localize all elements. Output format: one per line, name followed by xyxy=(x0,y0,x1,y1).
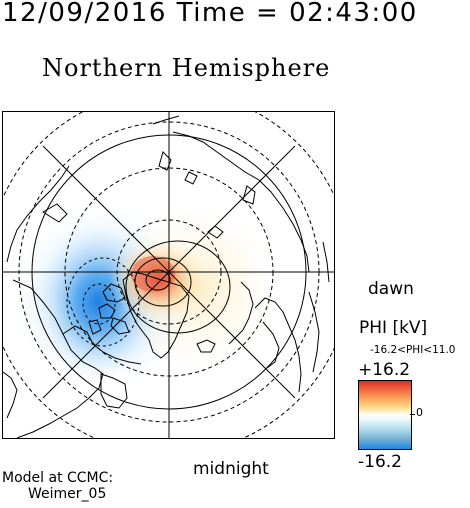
colorbar-max-label: +16.2 xyxy=(358,360,411,380)
polar-map-canvas xyxy=(3,112,334,438)
midnight-label: midnight xyxy=(193,459,269,479)
contours-positive xyxy=(125,240,231,334)
colorbar-range-text: -16.2<PHI<11.0 xyxy=(370,344,456,356)
colorbar-min-label: -16.2 xyxy=(358,452,402,472)
polar-map-plot xyxy=(2,111,335,439)
model-name: Weimer_05 xyxy=(28,486,107,502)
colorbar-title: PHI [kV] xyxy=(359,318,428,338)
contours-negative xyxy=(66,257,140,347)
hemisphere-title: Northern Hemisphere xyxy=(42,54,331,82)
datetime-title: 12/09/2016 Time = 02:43:00 xyxy=(2,0,418,28)
colorbar-zero-label: 0 xyxy=(416,406,423,419)
model-label: Model at CCMC: xyxy=(2,470,114,486)
dawn-label: dawn xyxy=(368,279,414,299)
meridian-line-diagonal-b xyxy=(42,145,296,399)
coastlines xyxy=(3,115,330,438)
colorbar xyxy=(358,380,412,450)
potential-field-positive-core xyxy=(131,256,175,292)
colorbar-zero-tick xyxy=(410,414,415,415)
